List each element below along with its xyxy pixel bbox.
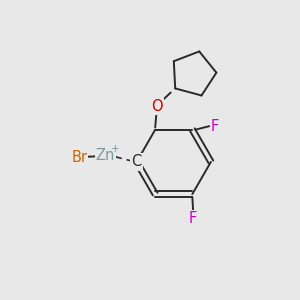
Text: O: O — [151, 99, 163, 114]
Text: Br: Br — [71, 150, 87, 165]
Text: F: F — [211, 118, 219, 134]
Text: F: F — [189, 211, 197, 226]
Text: Zn: Zn — [96, 148, 115, 163]
Text: +: + — [111, 144, 119, 154]
Text: C: C — [131, 154, 142, 169]
